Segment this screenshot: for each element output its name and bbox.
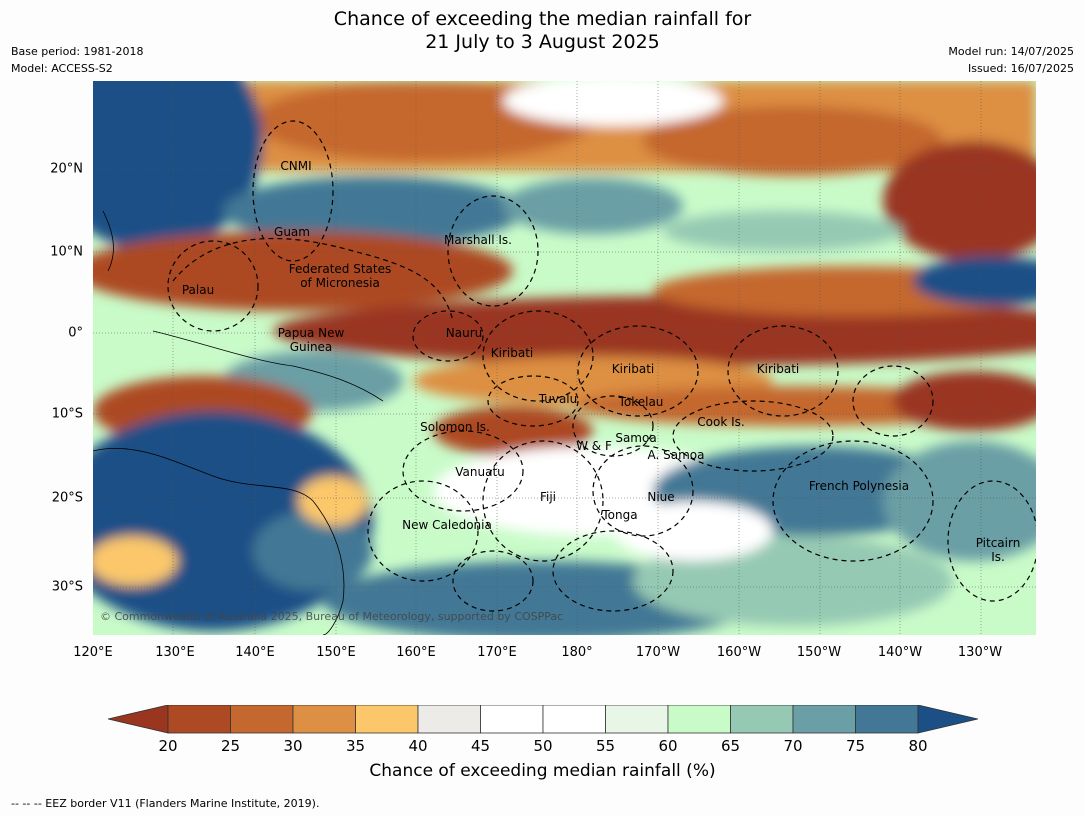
rainfall-field bbox=[93, 81, 1036, 635]
y-tick: 20°S bbox=[51, 490, 83, 506]
eez-borders bbox=[167, 120, 1036, 612]
title-line-2: 21 July to 3 August 2025 bbox=[425, 31, 660, 53]
x-tick: 160°W bbox=[716, 645, 762, 660]
colorbar-title: Chance of exceeding median rainfall (%) bbox=[369, 761, 716, 781]
place-label: Fiji bbox=[539, 490, 557, 504]
x-tick: 130°W bbox=[957, 645, 1003, 660]
colorbar-segment bbox=[730, 705, 794, 734]
x-tick: 120°E bbox=[73, 645, 113, 660]
map-title: Chance of exceeding the median rainfall … bbox=[0, 8, 1085, 54]
place-label: Pitcairn Is. bbox=[975, 536, 1021, 564]
place-label: Kiribati bbox=[611, 362, 655, 376]
colorbar-segment bbox=[167, 705, 231, 734]
meta-left: Base period: 1981-2018 Model: ACCESS-S2 bbox=[11, 43, 143, 77]
colorbar-tick-label: 60 bbox=[658, 737, 678, 755]
model-name: Model: ACCESS-S2 bbox=[11, 62, 113, 75]
meta-right: Model run: 14/07/2025 Issued: 16/07/2025 bbox=[948, 43, 1074, 77]
colorbar-segment bbox=[667, 705, 731, 734]
place-label: Guam bbox=[274, 225, 310, 239]
x-tick: 150°W bbox=[796, 645, 842, 660]
x-tick: 160°E bbox=[396, 645, 436, 660]
colorbar-segment bbox=[355, 705, 419, 734]
model-run: Model run: 14/07/2025 bbox=[948, 45, 1074, 58]
x-tick: 140°W bbox=[877, 645, 923, 660]
colorbar-tick-label: 45 bbox=[470, 737, 491, 755]
y-tick: 10°S bbox=[51, 406, 83, 422]
place-label: CNMI bbox=[280, 159, 312, 173]
colorbar-segment bbox=[792, 705, 856, 734]
y-tick: 20°N bbox=[50, 161, 83, 177]
x-tick: 140°E bbox=[235, 645, 275, 660]
colorbar-tick-label: 35 bbox=[345, 737, 366, 755]
colorbar-tick-label: 55 bbox=[595, 737, 616, 755]
colorbar-segment bbox=[605, 705, 669, 734]
place-label: Tuvalu bbox=[538, 392, 578, 406]
colorbar bbox=[108, 705, 978, 734]
colorbar-segments bbox=[108, 705, 978, 734]
place-label: W & F bbox=[576, 439, 612, 453]
colorbar-segment bbox=[417, 705, 481, 734]
place-label: Samoa bbox=[615, 431, 657, 445]
x-tick: 130°E bbox=[155, 645, 195, 660]
colorbar-tick-label: 25 bbox=[220, 737, 241, 755]
base-period: Base period: 1981-2018 bbox=[11, 45, 144, 58]
colorbar-tick-label: 70 bbox=[783, 737, 803, 755]
x-tick: 170°E bbox=[477, 645, 517, 660]
colorbar-segment bbox=[480, 705, 544, 734]
place-label: Niue bbox=[647, 490, 675, 504]
place-label: Papua New Guinea bbox=[277, 326, 345, 354]
place-label: Tokelau bbox=[618, 395, 664, 409]
colorbar-tick-label: 80 bbox=[908, 737, 928, 755]
rainfall-map bbox=[93, 81, 1036, 635]
graticule bbox=[93, 81, 1036, 635]
place-label: Federated States of Micronesia bbox=[288, 262, 392, 290]
title-line-1: Chance of exceeding the median rainfall … bbox=[333, 8, 752, 30]
colorbar-extend-high bbox=[917, 705, 978, 734]
colorbar-segment bbox=[855, 705, 919, 734]
colorbar-tick-label: 20 bbox=[158, 737, 178, 755]
x-tick: 180° bbox=[561, 645, 593, 660]
colorbar-tick-label: 75 bbox=[845, 737, 866, 755]
place-label: Kiribati bbox=[756, 362, 800, 376]
colorbar-segment bbox=[292, 705, 356, 734]
place-label: Palau bbox=[181, 283, 215, 297]
colorbar-segment bbox=[230, 705, 294, 734]
x-tick: 150°E bbox=[316, 645, 356, 660]
map-canvas bbox=[93, 81, 1036, 635]
x-tick: 170°W bbox=[635, 645, 681, 660]
colorbar-tick-label: 50 bbox=[533, 737, 553, 755]
place-label: French Polynesia bbox=[808, 479, 910, 493]
place-label: Cook Is. bbox=[697, 415, 745, 429]
place-label: A. Samoa bbox=[647, 448, 705, 462]
place-label: Marshall Is. bbox=[444, 233, 512, 247]
place-label: Vanuatu bbox=[455, 465, 505, 479]
y-tick: 10°N bbox=[50, 244, 83, 260]
coastlines bbox=[93, 210, 384, 635]
colorbar-tick-label: 30 bbox=[283, 737, 303, 755]
y-tick: 30°S bbox=[51, 579, 83, 595]
place-label: Nauru bbox=[445, 326, 483, 340]
y-tick: 0° bbox=[68, 325, 83, 341]
place-label: New Caledonia bbox=[402, 518, 492, 532]
place-label: Tonga bbox=[602, 508, 638, 522]
colorbar-tick-label: 40 bbox=[408, 737, 428, 755]
colorbar-tick-label: 65 bbox=[720, 737, 741, 755]
copyright-notice: © Commonwealth of Australia 2025, Bureau… bbox=[100, 610, 564, 623]
colorbar-extend-low bbox=[108, 705, 169, 734]
eez-footnote: -- -- -- EEZ border V11 (Flanders Marine… bbox=[11, 797, 320, 810]
place-label: Kiribati bbox=[490, 346, 534, 360]
colorbar-segment bbox=[542, 705, 606, 734]
issued-date: Issued: 16/07/2025 bbox=[967, 62, 1074, 75]
place-label: Solomon Is. bbox=[420, 420, 490, 434]
